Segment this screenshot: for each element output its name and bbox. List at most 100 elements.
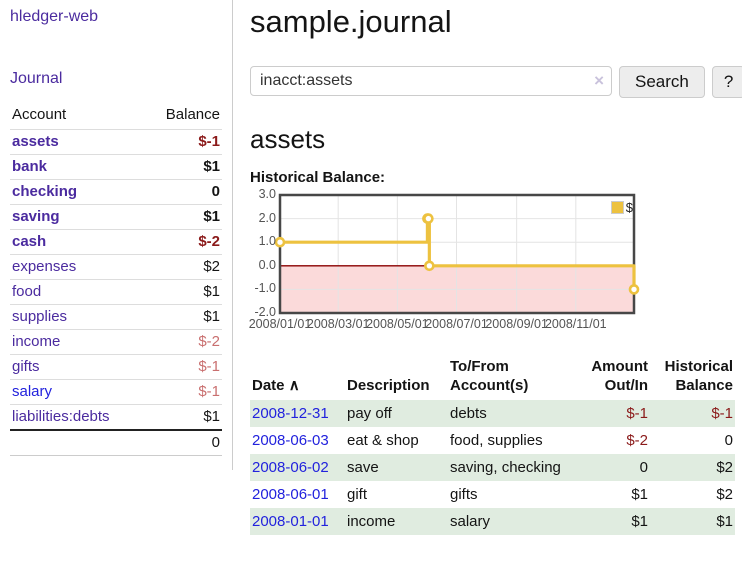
account-name-cell: salary bbox=[10, 379, 145, 405]
account-name-cell: income bbox=[10, 329, 145, 355]
register-amount: $-2 bbox=[626, 432, 648, 449]
account-row: salary $-1 bbox=[10, 379, 222, 405]
account-link-expenses[interactable]: expenses bbox=[12, 258, 77, 275]
help-button[interactable]: ? bbox=[711, 66, 742, 98]
search-input[interactable] bbox=[250, 66, 612, 96]
register-amount: $1 bbox=[631, 486, 648, 503]
account-row: expenses $2 bbox=[10, 254, 222, 280]
account-name-cell: food bbox=[10, 279, 145, 305]
y-axis-tick: 0.0 bbox=[258, 257, 276, 272]
y-axis-tick: 3.0 bbox=[258, 187, 276, 201]
account-link-assets[interactable]: assets bbox=[12, 133, 59, 150]
y-axis-tick: -1.0 bbox=[254, 281, 276, 296]
search-button[interactable]: Search bbox=[619, 66, 705, 98]
account-balance: $-2 bbox=[144, 329, 222, 355]
transaction-date-link[interactable]: 2008-06-03 bbox=[252, 432, 329, 449]
register-col-accounts: To/From Account(s) bbox=[450, 358, 529, 394]
register-col-description: Description bbox=[347, 377, 430, 394]
register-description: gift bbox=[347, 486, 368, 503]
register-balance: 0 bbox=[724, 432, 733, 449]
account-name-cell: bank bbox=[10, 154, 145, 180]
account-row: supplies $1 bbox=[10, 304, 222, 330]
account-link-cash[interactable]: cash bbox=[12, 233, 47, 250]
clear-search-icon[interactable]: × bbox=[594, 71, 604, 90]
sidebar-item-journal[interactable]: Journal bbox=[10, 70, 63, 87]
account-balance: $1 bbox=[144, 204, 222, 230]
accounts-table: Account Balance assets $-1 bank $1 checking 0… bbox=[10, 102, 222, 456]
sidebar: hledger-web Journal Account Balance asse… bbox=[0, 0, 233, 470]
accounts-total-row: 0 bbox=[10, 429, 222, 456]
register-amount: $-1 bbox=[626, 405, 648, 422]
account-row: assets $-1 bbox=[10, 129, 222, 155]
account-row: bank $1 bbox=[10, 154, 222, 180]
account-balance: $-2 bbox=[144, 229, 222, 255]
search-bar: × Search ? bbox=[250, 66, 742, 98]
register-col-date[interactable]: Date ∧ bbox=[250, 355, 345, 400]
x-axis-tick: 2008/05/01 bbox=[366, 317, 429, 331]
account-row: liabilities:debts $1 bbox=[10, 404, 222, 430]
register-row: 2008-12-31 pay off debts $-1 $-1 bbox=[250, 400, 735, 427]
page: hledger-web Journal Account Balance asse… bbox=[0, 0, 742, 555]
account-link-food[interactable]: food bbox=[12, 283, 42, 300]
account-link-salary[interactable]: salary bbox=[12, 383, 53, 400]
chart-legend: $ bbox=[609, 200, 633, 215]
account-balance: $-1 bbox=[144, 379, 222, 405]
x-axis-tick: 2008/09/01 bbox=[485, 317, 548, 331]
chart-label: Historical Balance: bbox=[250, 169, 386, 186]
account-link-checking[interactable]: checking bbox=[12, 183, 78, 200]
register-row: 2008-01-01 income salary $1 $1 bbox=[250, 508, 735, 535]
register-row: 2008-06-02 save saving, checking 0 $2 bbox=[250, 454, 735, 481]
register-balance: $1 bbox=[716, 513, 733, 530]
y-axis-tick: -2.0 bbox=[254, 305, 276, 319]
x-axis-tick: 2008/01/01 bbox=[248, 317, 312, 331]
account-name-cell: assets bbox=[10, 129, 145, 155]
x-axis-tick: 2008/03/01 bbox=[306, 317, 370, 331]
account-link-saving[interactable]: saving bbox=[12, 208, 60, 225]
accounts-total-value: 0 bbox=[144, 429, 222, 456]
transaction-date-link[interactable]: 2008-06-01 bbox=[252, 486, 329, 503]
register-col-balance: Historical Balance bbox=[664, 358, 733, 394]
account-balance: $-1 bbox=[144, 354, 222, 380]
page-title: sample.journal bbox=[250, 4, 452, 39]
register-date-cell: 2008-01-01 bbox=[250, 508, 345, 535]
account-name-cell: expenses bbox=[10, 254, 145, 280]
accounts-col-account: Account bbox=[12, 106, 67, 123]
register-accounts: food, supplies bbox=[450, 432, 543, 449]
register-date-cell: 2008-06-01 bbox=[250, 481, 345, 508]
register-accounts: gifts bbox=[450, 486, 478, 503]
account-balance: $2 bbox=[144, 254, 222, 280]
register-accounts: salary bbox=[450, 513, 491, 530]
account-name-cell: supplies bbox=[10, 304, 145, 330]
account-link-income[interactable]: income bbox=[12, 333, 61, 350]
main-content: sample.journal × Search ? assets Histori… bbox=[233, 0, 742, 555]
app-title-link[interactable]: hledger-web bbox=[10, 8, 99, 25]
register-description: save bbox=[347, 459, 379, 476]
legend-label: $ bbox=[625, 200, 633, 215]
transaction-date-link[interactable]: 2008-06-02 bbox=[252, 459, 329, 476]
register-col-amount: Amount Out/In bbox=[591, 358, 648, 394]
accounts-col-balance: Balance bbox=[165, 106, 220, 123]
account-row: food $1 bbox=[10, 279, 222, 305]
account-link-gifts[interactable]: gifts bbox=[12, 358, 40, 375]
register-balance: $2 bbox=[716, 486, 733, 503]
account-name-cell: saving bbox=[10, 204, 145, 230]
register-row: 2008-06-01 gift gifts $1 $2 bbox=[250, 481, 735, 508]
register-amount: 0 bbox=[639, 459, 648, 476]
accounts-total-spacer bbox=[10, 429, 145, 456]
account-balance: $-1 bbox=[144, 129, 222, 155]
transaction-date-link[interactable]: 2008-12-31 bbox=[252, 405, 329, 422]
account-link-bank[interactable]: bank bbox=[12, 158, 48, 175]
x-axis-tick: 2008/07/01 bbox=[425, 317, 488, 331]
account-row: income $-2 bbox=[10, 329, 222, 355]
register-table: Date ∧ Description To/From Account(s) Am… bbox=[250, 355, 735, 535]
account-link-liabilities-debts[interactable]: liabilities:debts bbox=[12, 408, 110, 425]
sort-ascending-icon: ∧ bbox=[288, 377, 300, 394]
register-accounts: debts bbox=[450, 405, 487, 422]
date-col-label: Date bbox=[252, 377, 285, 394]
legend-swatch-icon bbox=[609, 200, 625, 215]
register-header-row: Date ∧ Description To/From Account(s) Am… bbox=[250, 355, 735, 400]
account-name-cell: liabilities:debts bbox=[10, 404, 145, 430]
transaction-date-link[interactable]: 2008-01-01 bbox=[252, 513, 329, 530]
register-date-cell: 2008-06-03 bbox=[250, 427, 345, 454]
account-link-supplies[interactable]: supplies bbox=[12, 308, 68, 325]
